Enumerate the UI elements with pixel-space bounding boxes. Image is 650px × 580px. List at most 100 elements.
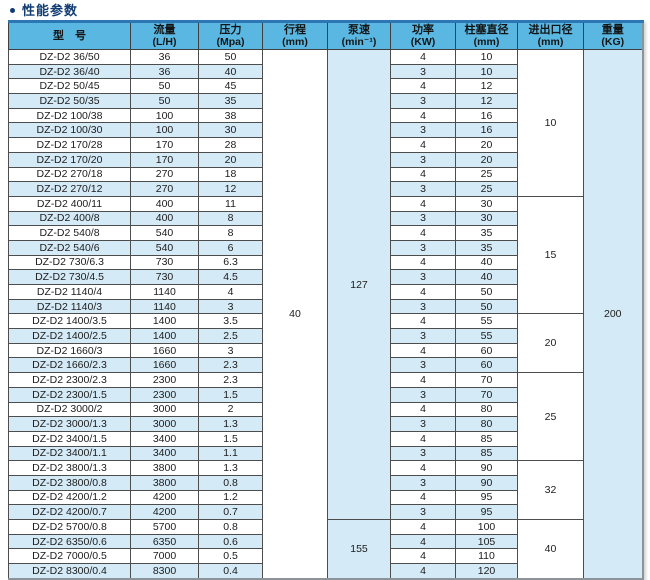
plunger-cell: 35 xyxy=(455,225,518,241)
table-row: DZ-D2 7000/0.5 7000 0.5 4 110 xyxy=(8,548,643,565)
flow-cell: 3400 xyxy=(130,430,199,447)
power-cell: 4 xyxy=(390,563,456,580)
power-cell: 3 xyxy=(390,93,456,109)
plunger-cell: 16 xyxy=(455,122,518,139)
pressure-cell: 1.5 xyxy=(198,430,263,447)
plunger-cell: 10 xyxy=(455,63,518,80)
pressure-cell: 6.3 xyxy=(198,254,263,271)
plunger-cell: 50 xyxy=(455,284,518,300)
col-header-flow: 流量 (L/H) xyxy=(130,21,199,50)
port-merged-cell: 15 xyxy=(517,195,584,315)
model-cell: DZ-D2 170/28 xyxy=(8,137,131,153)
power-cell: 3 xyxy=(390,386,456,403)
flow-cell: 400 xyxy=(130,195,199,212)
model-cell: DZ-D2 3000/2 xyxy=(8,401,131,418)
flow-cell: 270 xyxy=(130,166,199,183)
pressure-cell: 4.5 xyxy=(198,269,263,285)
table-row: DZ-D2 2300/2.3 2300 2.3 4 70 25 xyxy=(8,372,643,462)
flow-cell: 1400 xyxy=(130,328,199,344)
model-cell: DZ-D2 730/6.3 xyxy=(8,254,131,271)
pressure-cell: 30 xyxy=(198,122,263,139)
table-row: DZ-D2 5700/0.8 5700 0.8 155 4 100 40 xyxy=(8,518,643,580)
pressure-cell: 1.5 xyxy=(198,386,263,403)
power-cell: 4 xyxy=(390,489,456,506)
col-header-pressure-unit: (Mpa) xyxy=(216,36,245,49)
plunger-cell: 60 xyxy=(455,357,518,374)
pressure-cell: 18 xyxy=(198,166,263,183)
pressure-cell: 4 xyxy=(198,284,263,300)
power-cell: 4 xyxy=(390,78,456,95)
power-cell: 4 xyxy=(390,195,456,212)
model-cell: DZ-D2 5700/0.8 xyxy=(8,519,131,535)
flow-cell: 540 xyxy=(130,239,199,256)
flow-cell: 1140 xyxy=(130,284,199,300)
col-header-plunger-label: 柱塞直径 xyxy=(464,23,509,36)
power-cell: 3 xyxy=(390,151,456,168)
pressure-cell: 8 xyxy=(198,210,263,227)
col-header-power: 功率 (KW) xyxy=(390,21,456,50)
port-merged-cell: 32 xyxy=(517,460,584,520)
flow-cell: 3400 xyxy=(130,445,199,462)
table-row: DZ-D2 50/45 50 45 4 12 xyxy=(8,78,643,95)
col-header-plunger-diameter: 柱塞直径 (mm) xyxy=(455,21,518,50)
plunger-cell: 55 xyxy=(455,328,518,344)
table-row: DZ-D2 730/6.3 730 6.3 4 40 xyxy=(8,254,643,271)
col-header-port-unit: (mm) xyxy=(537,36,564,49)
power-cell: 3 xyxy=(390,122,456,139)
model-cell: DZ-D2 1400/2.5 xyxy=(8,328,131,344)
flow-cell: 50 xyxy=(130,78,199,95)
model-cell: DZ-D2 6350/0.6 xyxy=(8,533,131,550)
power-cell: 3 xyxy=(390,416,456,432)
model-cell: DZ-D2 3800/0.8 xyxy=(8,474,131,491)
header-row: 型 号 流量 (L/H) 压力 (Mpa) 行程 (mm) 泵速 (min⁻¹) xyxy=(8,21,643,50)
model-cell: DZ-D2 1660/2.3 xyxy=(8,357,131,374)
model-cell: DZ-D2 100/38 xyxy=(8,107,131,124)
model-cell: DZ-D2 2300/2.3 xyxy=(8,372,131,388)
pressure-cell: 40 xyxy=(198,63,263,80)
table-row: DZ-D2 1140/3 1140 3 3 50 xyxy=(8,298,643,315)
col-header-speed-unit: (min⁻¹) xyxy=(341,36,377,49)
table-row: DZ-D2 1660/3 1660 3 4 60 xyxy=(8,342,643,359)
power-cell: 4 xyxy=(390,548,456,565)
power-cell: 3 xyxy=(390,328,456,344)
col-header-port-diameter: 进出口径 (mm) xyxy=(517,21,584,50)
pressure-cell: 0.7 xyxy=(198,504,263,520)
plunger-cell: 12 xyxy=(455,78,518,95)
pressure-cell: 28 xyxy=(198,137,263,153)
pressure-cell: 20 xyxy=(198,151,263,168)
power-cell: 3 xyxy=(390,63,456,80)
power-cell: 4 xyxy=(390,254,456,271)
col-header-pressure: 压力 (Mpa) xyxy=(198,21,263,50)
model-cell: DZ-D2 7000/0.5 xyxy=(8,548,131,565)
pressure-cell: 8 xyxy=(198,225,263,241)
flow-cell: 5700 xyxy=(130,519,199,535)
power-cell: 4 xyxy=(390,137,456,153)
table-row: DZ-D2 3800/0.8 3800 0.8 3 90 xyxy=(8,474,643,491)
flow-cell: 540 xyxy=(130,225,199,241)
pressure-cell: 0.6 xyxy=(198,533,263,550)
pressure-cell: 1.2 xyxy=(198,489,263,506)
col-header-speed: 泵速 (min⁻¹) xyxy=(327,21,391,50)
pressure-cell: 0.5 xyxy=(198,548,263,565)
flow-cell: 100 xyxy=(130,107,199,124)
flow-cell: 3000 xyxy=(130,416,199,432)
plunger-cell: 85 xyxy=(455,430,518,447)
port-merged-cell: 25 xyxy=(517,372,584,462)
col-header-pressure-label: 压力 xyxy=(219,23,242,36)
plunger-cell: 20 xyxy=(455,137,518,153)
flow-cell: 50 xyxy=(130,93,199,109)
col-header-plunger-unit: (mm) xyxy=(473,36,500,49)
pressure-cell: 1.1 xyxy=(198,445,263,462)
model-cell: DZ-D2 170/20 xyxy=(8,151,131,168)
flow-cell: 1660 xyxy=(130,357,199,374)
table-row: DZ-D2 2300/1.5 2300 1.5 3 70 xyxy=(8,386,643,403)
pressure-cell: 38 xyxy=(198,107,263,124)
model-cell: DZ-D2 4200/0.7 xyxy=(8,504,131,520)
plunger-cell: 10 xyxy=(455,49,518,65)
flow-cell: 6350 xyxy=(130,533,199,550)
power-cell: 4 xyxy=(390,460,456,476)
speed-merged-cell: 127 xyxy=(327,49,391,520)
plunger-cell: 105 xyxy=(455,533,518,550)
power-cell: 4 xyxy=(390,225,456,241)
